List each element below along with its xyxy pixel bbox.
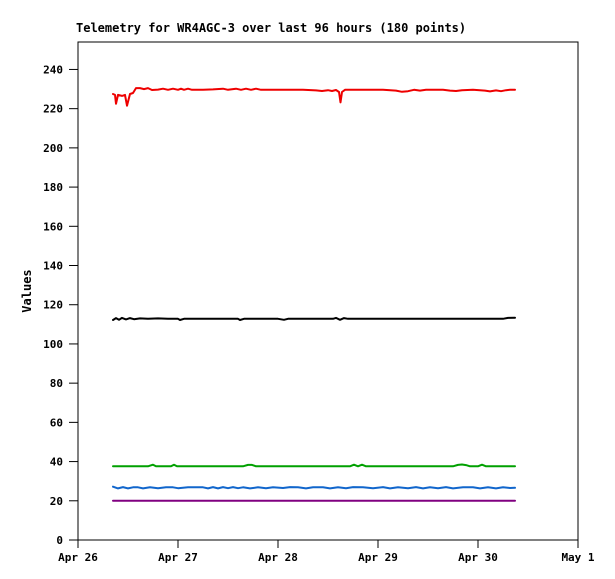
series-red-line <box>112 87 516 107</box>
y-tick-label: 20 <box>50 495 63 508</box>
y-axis-label: Values <box>20 269 34 312</box>
y-tick-label: 100 <box>43 338 63 351</box>
x-tick-label: Apr 27 <box>158 551 198 564</box>
y-axis-ticks: 0 20 40 60 80 100 120 140 160 180 200 220 240 <box>43 63 78 547</box>
data-series-lines <box>112 87 516 502</box>
x-tick-label: May 1 <box>561 551 594 564</box>
y-tick-label: 0 <box>56 534 63 547</box>
x-tick-label: Apr 28 <box>258 551 298 564</box>
y-tick-label: 60 <box>50 416 63 429</box>
y-tick-label: 200 <box>43 142 63 155</box>
series-black-line <box>112 316 516 321</box>
series-green-line <box>112 463 516 468</box>
x-axis-ticks: Apr 26 Apr 27 Apr 28 Apr 29 Apr 30 May 1 <box>58 540 595 564</box>
plot-area-frame <box>77 41 579 541</box>
y-tick-label: 220 <box>43 103 63 116</box>
y-tick-label: 160 <box>43 220 63 233</box>
x-tick-label: Apr 30 <box>458 551 498 564</box>
y-tick-label: 120 <box>43 299 63 312</box>
y-tick-label: 40 <box>50 456 63 469</box>
series-blue-line <box>112 485 516 490</box>
x-tick-label: Apr 26 <box>58 551 98 564</box>
y-tick-label: 240 <box>43 63 63 76</box>
chart-title: Telemetry for WR4AGC-3 over last 96 hour… <box>76 21 466 35</box>
y-tick-label: 180 <box>43 181 63 194</box>
y-tick-label: 80 <box>50 377 63 390</box>
x-tick-label: Apr 29 <box>358 551 398 564</box>
y-tick-label: 140 <box>43 260 63 273</box>
